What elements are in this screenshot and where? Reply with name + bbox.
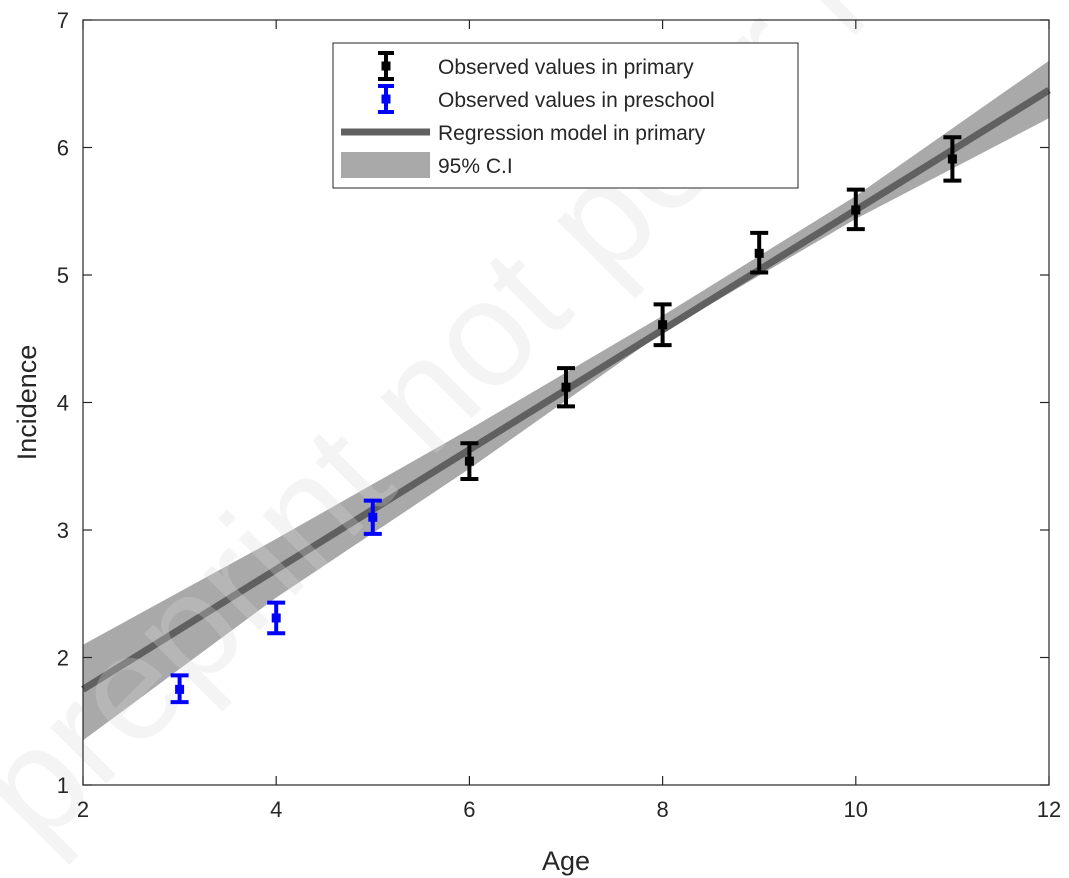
y-tick-label: 6 — [57, 136, 69, 161]
legend-symbol-marker — [381, 94, 391, 104]
x-axis: 2 4 6 8 10 12 — [77, 20, 1061, 822]
y-tick-label: 3 — [57, 518, 69, 543]
legend: Observed values in primary Observed value… — [332, 42, 799, 189]
legend-label: Observed values in preschool — [438, 89, 715, 112]
x-tick-label: 2 — [77, 797, 89, 822]
legend-symbol-marker — [381, 61, 391, 71]
y-tick-label: 2 — [57, 646, 69, 671]
legend-label: Observed values in primary — [438, 56, 694, 79]
y-tick-label: 4 — [57, 391, 69, 416]
data-marker — [851, 205, 861, 215]
data-marker — [464, 456, 474, 466]
errorbar-point — [846, 187, 865, 232]
x-tick-label: 6 — [463, 797, 475, 822]
errorbar-point — [363, 498, 382, 536]
errorbar-point — [460, 441, 479, 481]
legend-entry: Observed values in primary — [378, 51, 694, 81]
errorbar-point — [653, 302, 672, 348]
errorbar-layer — [170, 135, 962, 705]
data-marker — [368, 512, 378, 522]
x-tick-label: 8 — [656, 797, 668, 822]
y-tick-label: 7 — [57, 8, 69, 33]
errorbar-point — [943, 135, 962, 183]
legend-entry: Regression model in primary — [341, 122, 706, 145]
legend-symbol-band — [341, 152, 430, 178]
legend-entry: Observed values in preschool — [378, 84, 715, 114]
x-tick-label: 4 — [270, 797, 282, 822]
y-axis: 1 2 3 4 5 6 7 — [57, 8, 1049, 798]
y-axis-title: Incidence — [12, 345, 42, 461]
y-tick-label: 5 — [57, 263, 69, 288]
x-axis-title: Age — [542, 846, 590, 876]
data-marker — [561, 382, 571, 392]
x-tick-label: 12 — [1037, 797, 1061, 822]
y-tick-label: 1 — [57, 773, 69, 798]
data-marker — [271, 613, 281, 623]
data-marker — [947, 154, 957, 164]
errorbar-point — [267, 600, 286, 636]
data-marker — [175, 684, 185, 694]
errorbar-point — [750, 230, 769, 275]
legend-label: Regression model in primary — [438, 122, 706, 145]
confidence-band — [83, 60, 1049, 741]
confidence-band-layer — [83, 60, 1049, 741]
x-tick-label: 10 — [844, 797, 868, 822]
errorbar-point — [170, 673, 189, 705]
errorbar-point — [557, 366, 575, 409]
legend-label: 95% C.I — [438, 155, 513, 178]
legend-entry: 95% C.I — [341, 152, 513, 178]
data-marker — [658, 320, 668, 330]
data-marker — [754, 248, 764, 258]
